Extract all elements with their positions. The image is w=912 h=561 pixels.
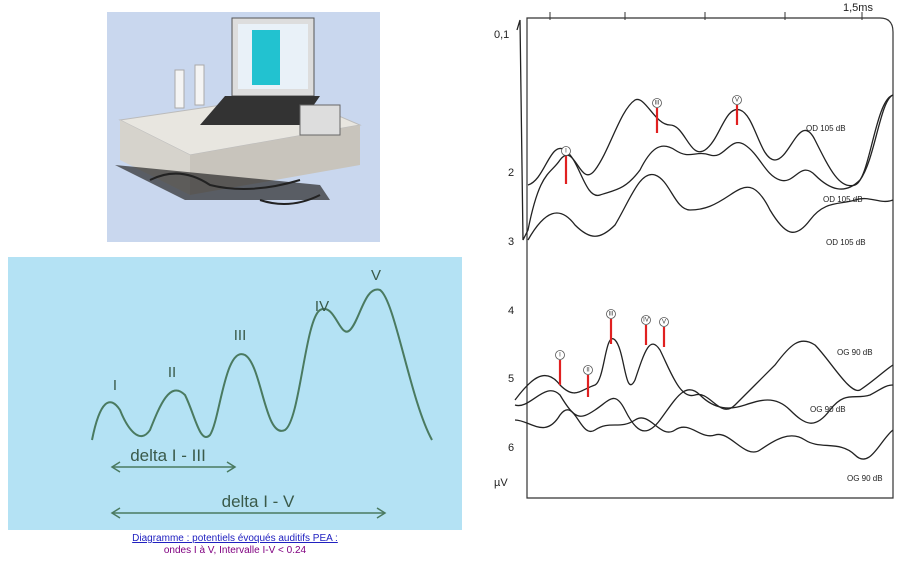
peak-label: IV xyxy=(315,298,329,315)
peak-marker: V xyxy=(735,98,739,104)
y-label: 6 xyxy=(508,442,514,454)
pea-diagram: I II III IV V delta I - III delta I - V xyxy=(8,257,462,530)
peak-marker: V xyxy=(662,320,666,326)
interval-label: delta I - V xyxy=(222,492,295,511)
peak-marker: III xyxy=(654,101,659,107)
trace-label: OD 105 dB xyxy=(826,238,866,247)
peak-marker: IV xyxy=(643,318,649,324)
trace-label: OG 90 dB xyxy=(847,474,883,483)
device-photo xyxy=(107,12,380,242)
peak-label: III xyxy=(234,327,247,344)
y-label: 0,1 xyxy=(494,29,509,41)
page: I II III IV V delta I - III delta I - V … xyxy=(0,0,912,561)
interval-label: delta I - III xyxy=(130,446,206,465)
y-label: 5 xyxy=(508,373,514,385)
caption-text: ondes I à V, Intervalle I-V < 0.24 xyxy=(0,545,470,556)
trace-label: OD 105 dB xyxy=(823,195,863,204)
trace-label: OG 90 dB xyxy=(837,348,873,357)
y-label: 3 xyxy=(508,236,514,248)
y-label: µV xyxy=(494,477,508,489)
peak-label: I xyxy=(113,377,117,394)
y-label: 4 xyxy=(508,305,514,317)
peak-marker: II xyxy=(586,368,590,374)
peak-label: II xyxy=(168,364,176,381)
trace-label: OG 90 dB xyxy=(810,405,846,414)
peak-label: V xyxy=(371,267,381,284)
caption-link[interactable]: Diagramme : potentiels évoqués auditifs … xyxy=(0,533,470,544)
peak-marker: III xyxy=(608,312,613,318)
figure: I II III IV V delta I - III delta I - V … xyxy=(0,0,912,561)
time-label: 1,5ms xyxy=(843,2,873,14)
trace-label: OD 105 dB xyxy=(806,124,846,133)
y-label: 2 xyxy=(508,167,514,179)
abr-recording: 1,5ms 0,1 2 3 4 5 6 µV OD 105 dB OD 105 … xyxy=(494,2,893,498)
